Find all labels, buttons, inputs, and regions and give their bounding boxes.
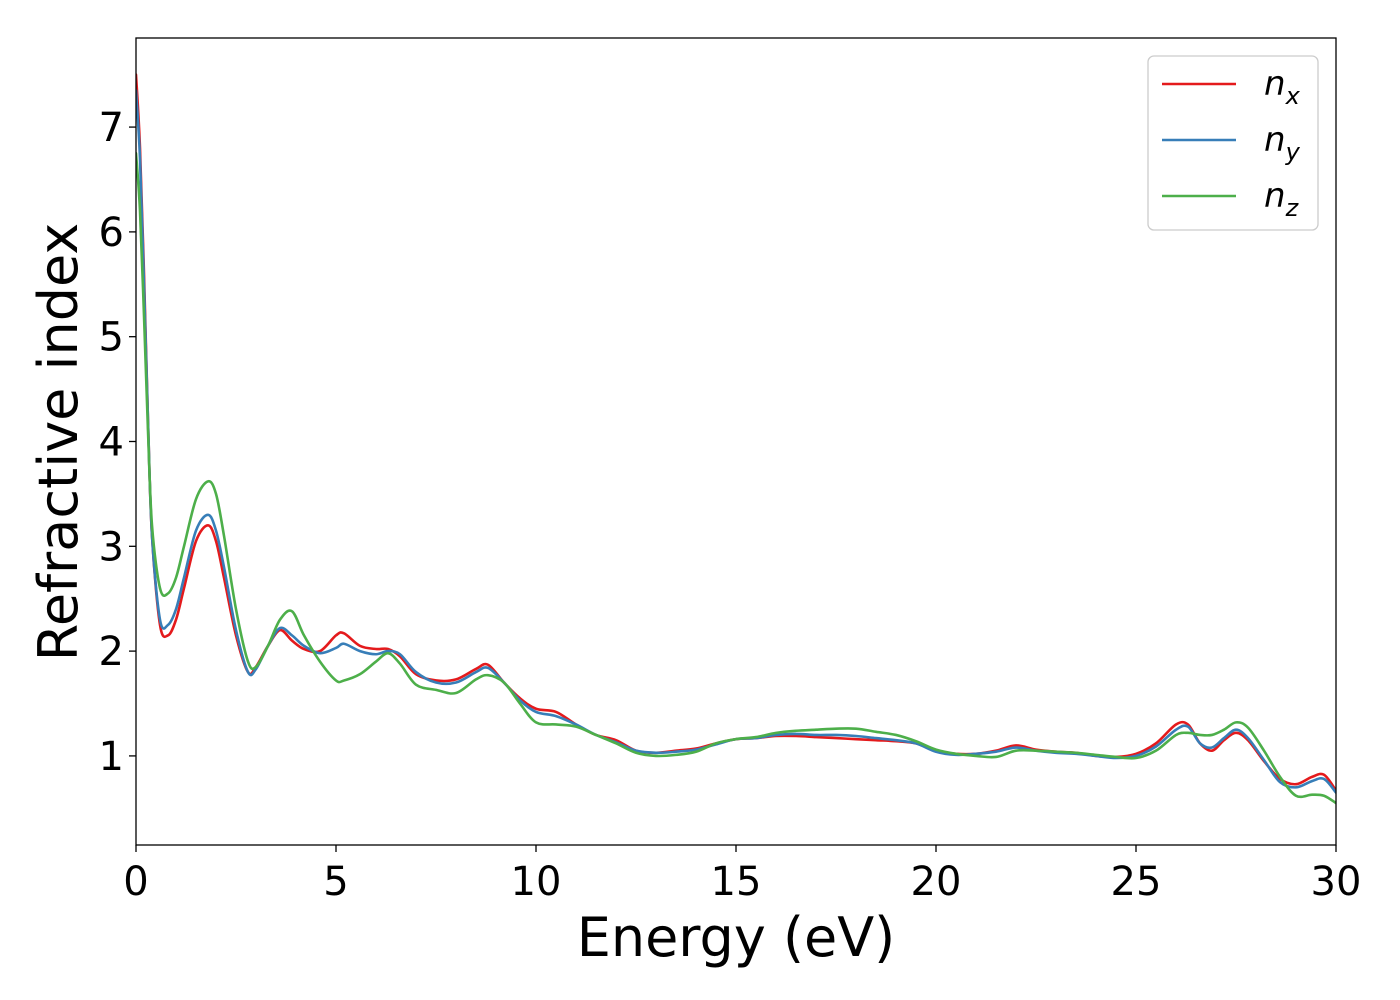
legend-label-base: n	[1264, 176, 1286, 216]
x-tick-label-25: 25	[1111, 859, 1162, 905]
legend-label-nx: nx	[1264, 64, 1301, 110]
x-tick-label-10: 10	[511, 859, 562, 905]
x-tick-label-15: 15	[711, 859, 762, 905]
x-tick-label-20: 20	[911, 859, 962, 905]
y-tick-label-4: 4	[99, 420, 124, 466]
y-tick-label-3: 3	[99, 524, 124, 570]
y-tick-label-6: 6	[99, 210, 124, 256]
legend-box	[1147, 55, 1319, 231]
legend-label-subscript: x	[1285, 82, 1301, 110]
x-tick-label-30: 30	[1311, 859, 1362, 905]
legend-label-subscript: y	[1285, 138, 1301, 166]
legend-label-base: n	[1264, 120, 1286, 160]
y-tick-label-2: 2	[99, 629, 124, 675]
y-axis: 1 2 3 4 5 6 7	[99, 105, 136, 780]
y-tick-label-5: 5	[99, 315, 124, 361]
x-axis-label: Energy (eV)	[577, 906, 896, 969]
series-layer	[136, 73, 1336, 805]
legend-label-nz: nz	[1264, 176, 1300, 222]
y-axis-label: Refractive index	[27, 223, 90, 662]
y-tick-label-7: 7	[99, 105, 124, 151]
legend-label-base: n	[1264, 64, 1286, 104]
series-line-nx	[136, 73, 1336, 792]
y-tick-label-1: 1	[99, 734, 124, 780]
legend-label-subscript: z	[1285, 194, 1300, 222]
x-tick-label-5: 5	[323, 859, 348, 905]
x-tick-label-0: 0	[123, 859, 148, 905]
legend-label-ny: ny	[1264, 120, 1301, 166]
x-axis: 0 5 10 15 20 25 30	[123, 845, 1361, 905]
series-line-nz	[136, 151, 1336, 805]
